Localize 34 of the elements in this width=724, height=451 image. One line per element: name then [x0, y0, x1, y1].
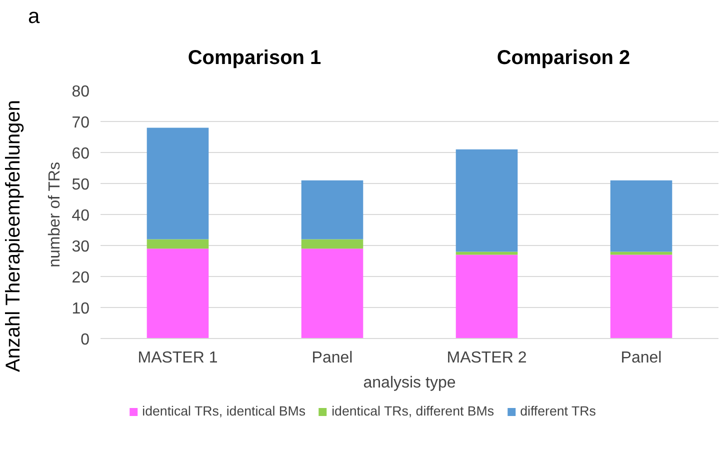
y-tick-label: 0	[80, 332, 90, 348]
y-tick-label: 10	[72, 300, 90, 318]
bar	[146, 128, 209, 240]
text: Anzahl Therapieempfehlungen	[2, 100, 26, 372]
x-tick-label: MASTER 1	[138, 350, 218, 366]
bar	[146, 248, 209, 338]
bar	[456, 254, 518, 338]
legend-label: identical TRs, identical BMs	[142, 404, 306, 418]
bar	[610, 252, 672, 255]
x-axis-title: analysis type	[363, 374, 456, 392]
y-tick-label: 30	[72, 238, 90, 256]
bar	[610, 180, 672, 252]
bar	[301, 248, 364, 338]
legend-label: identical TRs, different BMs	[332, 404, 494, 418]
bar	[301, 180, 364, 240]
y-tick-label: 80	[72, 84, 90, 100]
bar	[301, 239, 364, 249]
y-tick-label: 70	[72, 114, 90, 132]
text: Comparison 1	[188, 46, 322, 71]
x-tick-label: Panel	[312, 350, 353, 366]
bar	[146, 239, 209, 249]
y-tick-label: 60	[72, 146, 90, 162]
bar	[456, 252, 518, 255]
bar	[456, 149, 518, 252]
bar	[610, 254, 672, 338]
y-axis-title: number of TRs	[46, 162, 64, 268]
y-tick-label: 40	[72, 208, 90, 224]
x-tick-label: MASTER 2	[446, 350, 527, 366]
y-tick-label: 50	[72, 176, 90, 194]
y-tick-label: 20	[72, 270, 90, 286]
text: Comparison 2	[496, 46, 630, 71]
x-tick-label: Panel	[620, 350, 662, 366]
legend-label: different TRs	[520, 404, 596, 418]
text: a	[28, 4, 40, 30]
